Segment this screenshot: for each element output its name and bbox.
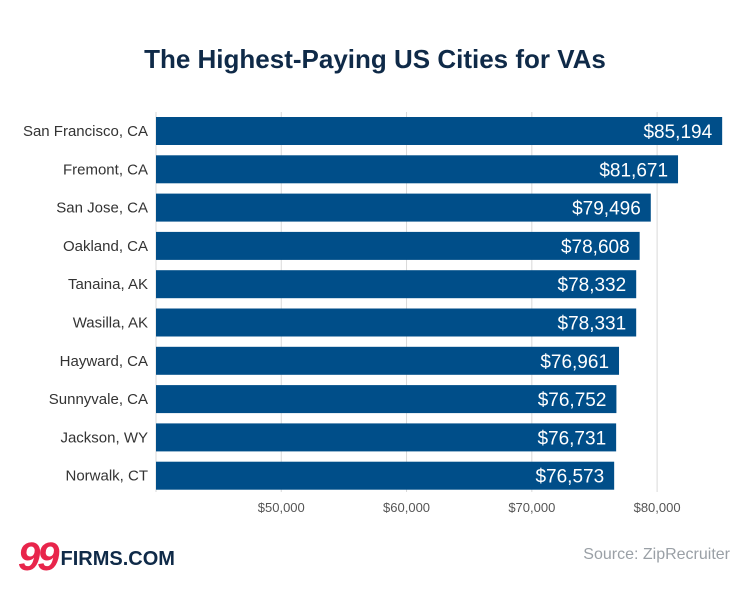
brand-number: 99 — [18, 535, 59, 579]
category-label: Wasilla, AK — [73, 315, 148, 332]
category-label: San Jose, CA — [56, 200, 148, 217]
x-tick-label: $80,000 — [634, 500, 681, 515]
data-label: $79,496 — [572, 199, 641, 220]
x-tick-label: $70,000 — [508, 500, 555, 515]
data-label: $81,671 — [599, 160, 668, 181]
data-label: $78,608 — [561, 237, 630, 258]
data-label: $76,573 — [535, 467, 604, 488]
data-label: $85,194 — [643, 122, 712, 143]
category-label: San Francisco, CA — [23, 123, 148, 140]
bar — [156, 346, 620, 375]
category-label: Oakland, CA — [63, 238, 148, 255]
chart-title: The Highest-Paying US Cities for VAs — [144, 44, 606, 74]
bar — [156, 231, 640, 260]
bar — [156, 193, 651, 222]
bar — [156, 423, 617, 452]
bar — [156, 270, 637, 299]
data-label: $76,961 — [540, 352, 609, 373]
category-label: Norwalk, CT — [65, 468, 148, 485]
category-label: Hayward, CA — [60, 353, 148, 370]
bar — [156, 461, 615, 490]
data-label: $78,331 — [558, 314, 627, 335]
data-label: $76,752 — [538, 390, 607, 411]
data-label: $76,731 — [537, 428, 606, 449]
bar — [156, 308, 637, 337]
x-tick-label: $50,000 — [258, 500, 305, 515]
brand-name: FIRMS.COM — [60, 548, 175, 570]
category-label: Fremont, CA — [63, 161, 148, 178]
category-label: Tanaina, AK — [68, 276, 148, 293]
bar — [156, 117, 723, 145]
category-label: Jackson, WY — [60, 429, 148, 446]
source-note: Source: ZipRecruiter — [583, 546, 730, 563]
brand-logo: 99 FIRMS.COM — [18, 535, 175, 579]
data-label: $78,332 — [558, 275, 627, 296]
category-label: Sunnyvale, CA — [49, 391, 148, 408]
bar — [156, 155, 679, 184]
x-tick-label: $60,000 — [383, 500, 430, 515]
bar — [156, 385, 617, 414]
